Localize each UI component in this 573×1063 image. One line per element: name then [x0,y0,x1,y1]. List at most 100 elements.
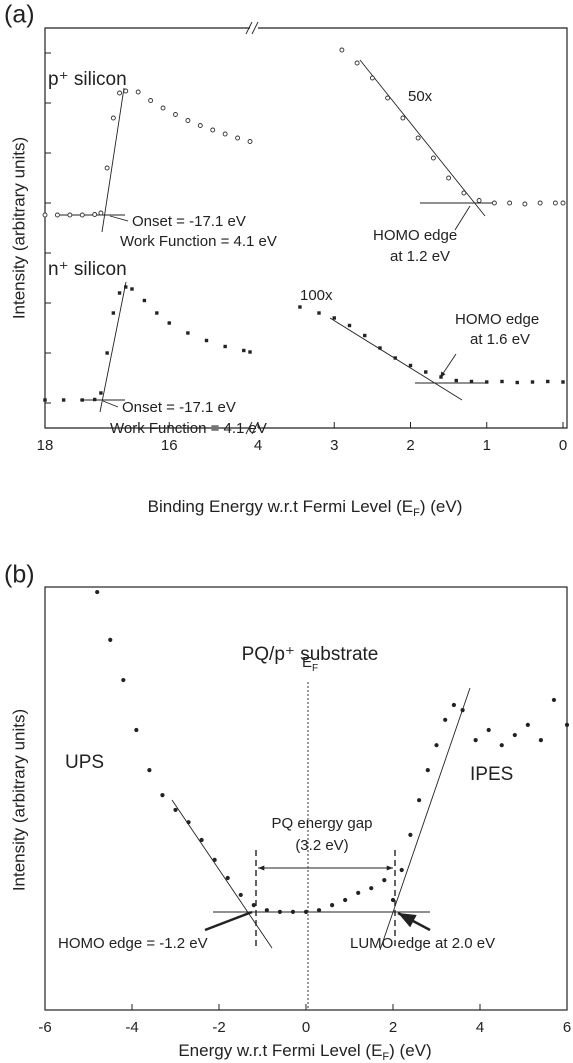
point [515,380,519,385]
point [500,379,504,384]
point [117,90,122,96]
point [339,47,345,53]
point [316,908,322,913]
axis-break [245,21,259,435]
point [61,398,66,402]
point [546,379,550,384]
point [223,344,227,349]
point [135,89,141,95]
point [354,60,360,66]
point [439,375,443,379]
point [400,115,406,121]
x-tick-label: 16 [161,437,178,454]
annotation: Work Function = 4.1 eV [110,420,267,437]
point [317,311,321,315]
annotation: PQ/p⁺ substrate [242,644,379,665]
point [530,380,535,384]
point [212,857,217,862]
point [238,892,243,898]
annotation: IPES [470,764,513,785]
point [476,198,482,203]
point [460,707,465,713]
x-tick-label: -4 [125,1019,138,1036]
annotation: Onset = -17.1 eV [132,213,246,230]
point [473,738,478,743]
point [277,909,282,914]
point [369,886,374,891]
point [332,316,336,320]
point [454,378,458,383]
x-tick-label: 1 [483,437,491,454]
arrow [102,205,471,408]
point [99,391,103,395]
point [242,348,246,353]
panel-label: (a) [4,1,35,29]
point [446,175,452,181]
x-axis-label: Binding Energy w.r.t Fermi Level (EF) (e… [148,497,463,518]
point [160,105,166,111]
point [123,88,129,94]
point [235,135,241,141]
annotation: at 1.2 eV [390,248,450,265]
point [264,908,269,913]
point [491,200,497,206]
point [347,323,352,328]
x-label-sub: F [382,1051,389,1063]
point [485,380,489,384]
point [430,155,436,161]
x-tick-label: 2 [406,437,414,454]
point [117,291,122,295]
point [173,112,178,117]
point [561,380,565,384]
y-axis-label: Intensity (arbitrary units) [9,709,28,891]
x-label-text: Energy w.r.t Fermi Level (E [178,1041,382,1060]
point [104,165,110,171]
x-tick-label: 0 [302,1019,310,1036]
annotation: PQ energy gap [272,815,373,832]
point [443,717,448,722]
x-label-sub: F [413,507,420,519]
point [199,837,204,843]
point [197,123,203,128]
point [408,363,413,368]
point [186,820,191,825]
annotation: p⁺ silicon [48,69,127,90]
ef: E [302,654,312,671]
point [42,212,48,218]
point [424,370,428,374]
point [98,210,104,216]
point [155,311,159,315]
point [111,311,116,315]
point [247,139,253,144]
point [425,768,430,773]
point [173,807,178,813]
point [522,201,528,207]
point [507,200,513,206]
annotation: HOMO edge [373,227,457,244]
x-label-text: ) (eV) [389,1041,432,1060]
x-tick-label: 2 [389,1019,397,1036]
point [108,637,113,642]
annotation: at 1.6 eV [470,331,530,348]
x-tick-label: 0 [559,437,567,454]
point [185,118,191,123]
point [124,285,128,289]
point [356,890,361,895]
point [560,200,566,206]
panel-label: (b) [4,561,35,589]
x-tick-label: 18 [37,437,54,454]
point [303,909,309,914]
ef-sub: F [312,663,318,674]
point [167,321,171,325]
annotation: Work Function = 4.1 eV [120,233,277,250]
point [54,212,60,218]
annotation: HOMO edge = -1.2 eV [58,935,208,952]
point [382,878,387,883]
point [369,75,375,81]
point [499,743,504,748]
point [95,589,100,595]
point [43,398,47,402]
x-label-text: ) (eV) [420,497,463,516]
y-axis-label: Intensity (arbitrary units) [9,137,28,319]
